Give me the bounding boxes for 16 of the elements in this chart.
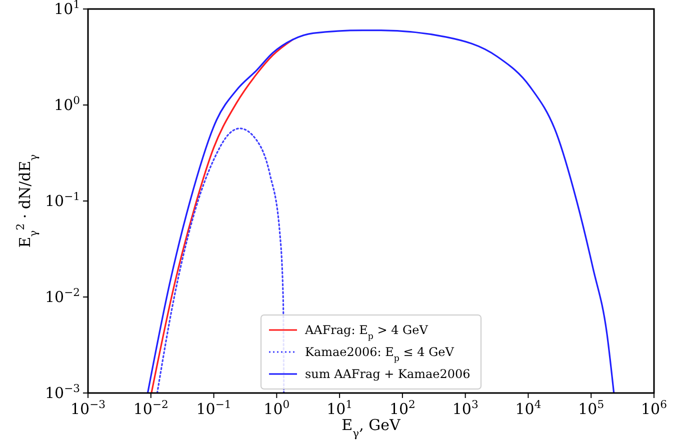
- x-tick-label: 10$^{−2}$: [133, 398, 168, 418]
- x-tick-label: 10$^{0}$: [264, 398, 290, 418]
- x-tick-label: 10$^{5}$: [578, 398, 604, 418]
- legend-label: Kamae2006: E$_{p}$ ≤ 4 GeV: [305, 345, 454, 364]
- x-tick-label: 10$^{1}$: [326, 398, 353, 418]
- y-tick-label: 10$^{−1}$: [44, 190, 80, 210]
- y-tick-label: 10$^{0}$: [54, 94, 80, 114]
- legend-label: AAFrag: E$_{p}$ > 4 GeV: [304, 323, 428, 342]
- x-axis-title: E$_{γ}$, GeV: [342, 416, 402, 440]
- y-tick-label: 10$^{−2}$: [44, 286, 80, 306]
- x-tick-label: 10$^{3}$: [452, 398, 478, 418]
- legend-label: sum AAFrag + Kamae2006: [305, 367, 470, 381]
- x-tick-label: 10$^{6}$: [641, 398, 668, 418]
- x-tick-label: 10$^{4}$: [515, 398, 542, 418]
- x-tick-label: 10$^{−1}$: [196, 398, 232, 418]
- x-tick-label: 10$^{2}$: [389, 398, 416, 418]
